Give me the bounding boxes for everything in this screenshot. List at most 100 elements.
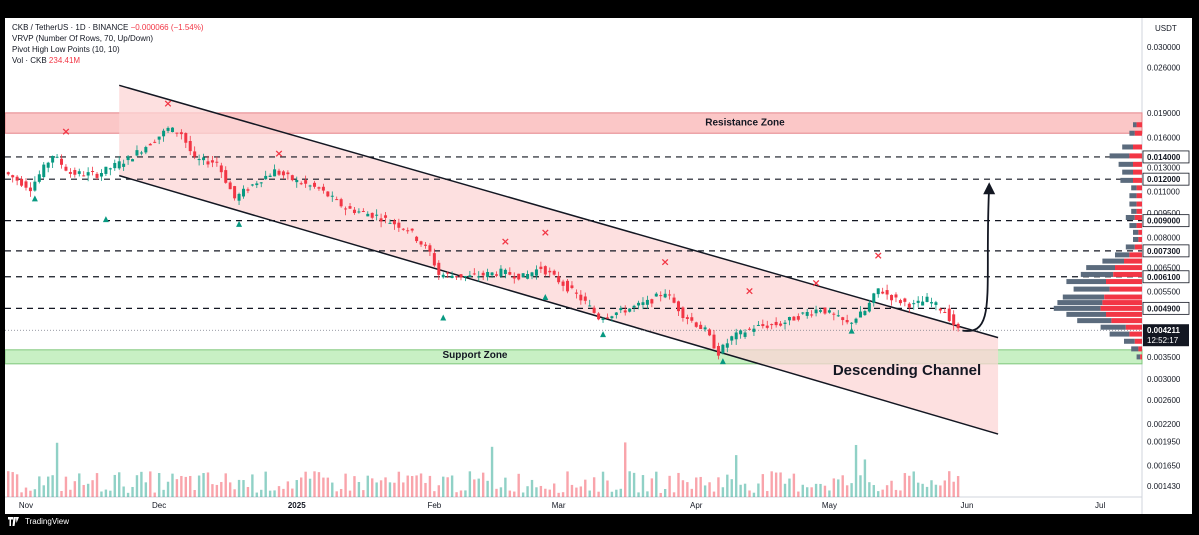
candle-body[interactable]	[122, 163, 126, 167]
candle-body[interactable]	[139, 152, 143, 154]
candle-body[interactable]	[361, 210, 365, 212]
candle-body[interactable]	[379, 218, 383, 222]
candle-body[interactable]	[592, 307, 596, 313]
candle-body[interactable]	[854, 318, 858, 323]
candle-body[interactable]	[250, 184, 254, 186]
candle-body[interactable]	[876, 288, 880, 295]
candle-body[interactable]	[308, 185, 312, 187]
candle-body[interactable]	[659, 295, 663, 297]
candle-body[interactable]	[739, 330, 743, 335]
candle-body[interactable]	[956, 323, 960, 329]
candle-body[interactable]	[690, 317, 694, 321]
candle-body[interactable]	[304, 180, 308, 184]
candle-body[interactable]	[885, 290, 889, 295]
candle-body[interactable]	[685, 317, 689, 319]
candle-body[interactable]	[654, 293, 658, 297]
candle-body[interactable]	[796, 316, 800, 320]
candle-body[interactable]	[184, 133, 188, 143]
candle-body[interactable]	[699, 324, 703, 330]
candle-body[interactable]	[725, 343, 729, 348]
candle-body[interactable]	[574, 292, 578, 294]
candle-body[interactable]	[317, 187, 321, 189]
candle-body[interactable]	[819, 310, 823, 312]
candle-body[interactable]	[15, 176, 19, 181]
candle-body[interactable]	[246, 189, 250, 191]
candle-body[interactable]	[641, 302, 645, 305]
candle-body[interactable]	[28, 187, 32, 192]
candle-body[interactable]	[721, 344, 725, 354]
candle-body[interactable]	[907, 303, 911, 308]
candle-body[interactable]	[295, 179, 299, 183]
candle-body[interactable]	[787, 316, 791, 321]
candle-body[interactable]	[6, 172, 10, 175]
indicator-pivot[interactable]: Pivot High Low Points (10, 10)	[12, 45, 120, 54]
candle-body[interactable]	[938, 308, 942, 311]
channel-upper-line[interactable]	[119, 84, 999, 339]
candle-body[interactable]	[339, 199, 343, 207]
candle-body[interactable]	[33, 181, 37, 191]
candle-body[interactable]	[228, 182, 232, 190]
candle-body[interactable]	[188, 141, 192, 152]
candle-body[interactable]	[672, 297, 676, 303]
candle-body[interactable]	[508, 272, 512, 275]
candle-body[interactable]	[277, 170, 281, 175]
candle-body[interactable]	[344, 208, 348, 210]
candle-body[interactable]	[175, 132, 179, 134]
candle-body[interactable]	[237, 193, 241, 201]
candle-body[interactable]	[943, 312, 947, 314]
candle-body[interactable]	[588, 305, 592, 307]
candle-body[interactable]	[863, 311, 867, 316]
candle-body[interactable]	[752, 328, 756, 332]
candle-body[interactable]	[770, 324, 774, 326]
candle-body[interactable]	[708, 329, 712, 336]
candle-body[interactable]	[153, 141, 157, 143]
candle-body[interactable]	[663, 293, 667, 298]
candle-body[interactable]	[774, 321, 778, 326]
candle-body[interactable]	[481, 272, 485, 276]
candle-body[interactable]	[210, 160, 214, 163]
candle-body[interactable]	[761, 324, 765, 327]
candle-body[interactable]	[534, 269, 538, 276]
candle-body[interactable]	[801, 312, 805, 314]
candle-body[interactable]	[703, 327, 707, 330]
candle-body[interactable]	[872, 293, 876, 303]
candle-body[interactable]	[548, 270, 552, 273]
candle-body[interactable]	[193, 151, 197, 157]
candle-body[interactable]	[539, 266, 543, 270]
candle-body[interactable]	[468, 275, 472, 277]
candle-body[interactable]	[357, 211, 361, 213]
candle-body[interactable]	[131, 159, 135, 162]
candle-body[interactable]	[148, 143, 152, 146]
candle-body[interactable]	[95, 173, 99, 178]
candle-body[interactable]	[82, 175, 86, 177]
candle-body[interactable]	[135, 150, 139, 156]
candle-body[interactable]	[867, 302, 871, 312]
candle-body[interactable]	[60, 158, 64, 165]
candle-body[interactable]	[561, 281, 565, 286]
candle-body[interactable]	[472, 273, 476, 275]
candle-body[interactable]	[637, 302, 641, 306]
candle-body[interactable]	[681, 307, 685, 319]
candle-body[interactable]	[921, 301, 925, 306]
candle-body[interactable]	[512, 276, 516, 279]
candle-body[interactable]	[11, 175, 15, 178]
candle-body[interactable]	[827, 310, 831, 313]
candle-body[interactable]	[224, 170, 228, 183]
candle-body[interactable]	[37, 174, 41, 182]
candle-body[interactable]	[894, 294, 898, 298]
candle-body[interactable]	[157, 136, 161, 140]
candle-body[interactable]	[259, 182, 263, 184]
candle-body[interactable]	[42, 164, 46, 178]
candle-body[interactable]	[450, 275, 454, 278]
candle-body[interactable]	[619, 308, 623, 311]
candle-body[interactable]	[765, 325, 769, 328]
candle-body[interactable]	[264, 175, 268, 180]
candle-body[interactable]	[668, 294, 672, 296]
candle-body[interactable]	[273, 169, 277, 177]
candle-body[interactable]	[898, 300, 902, 304]
candle-body[interactable]	[423, 244, 427, 246]
candle-body[interactable]	[517, 273, 521, 280]
candle-body[interactable]	[810, 314, 814, 316]
candle-body[interactable]	[432, 253, 436, 266]
candle-body[interactable]	[836, 315, 840, 317]
